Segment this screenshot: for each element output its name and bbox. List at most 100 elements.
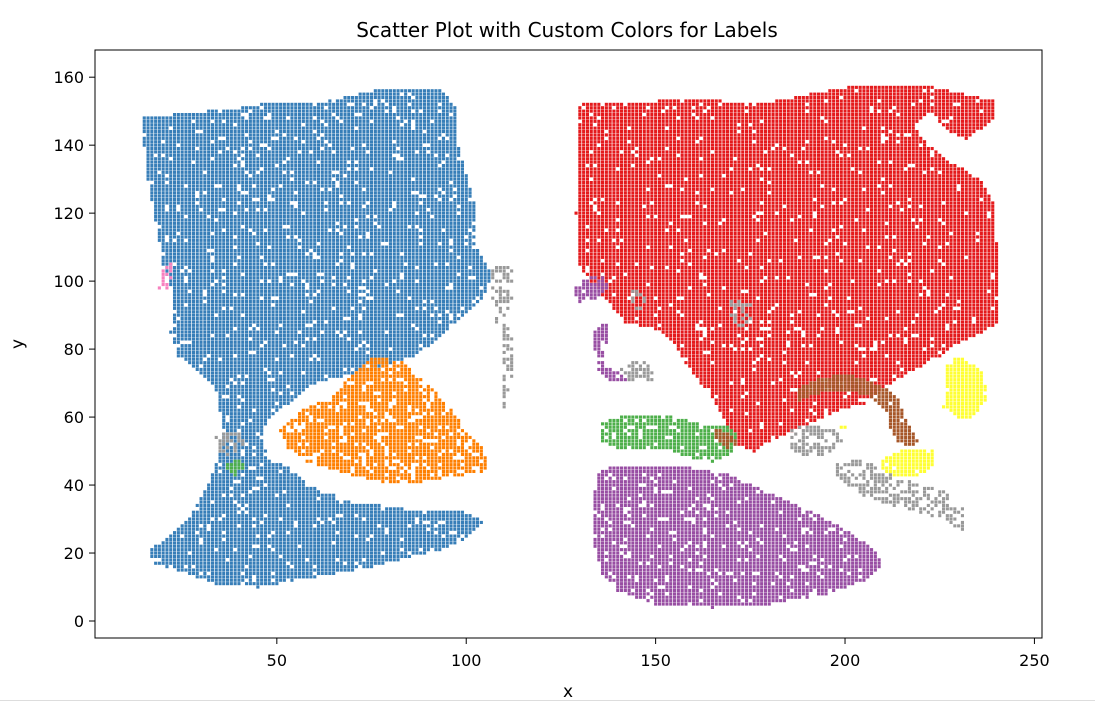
data-point	[237, 507, 241, 511]
data-point	[256, 565, 260, 569]
data-point	[199, 160, 203, 164]
data-point	[252, 225, 256, 229]
data-point	[267, 249, 271, 253]
data-point	[263, 238, 267, 242]
data-point	[245, 361, 249, 365]
data-point	[226, 374, 230, 378]
data-point	[286, 344, 290, 348]
data-point	[226, 459, 230, 463]
data-point	[305, 228, 309, 232]
data-point	[298, 364, 302, 368]
data-point	[313, 147, 317, 151]
data-point	[218, 493, 222, 497]
data-point	[301, 286, 305, 290]
data-point	[233, 252, 237, 256]
data-point	[248, 548, 252, 552]
data-point	[245, 337, 249, 341]
data-point	[309, 354, 313, 358]
data-point	[207, 347, 211, 351]
data-point	[222, 459, 226, 463]
data-point	[290, 296, 294, 300]
data-point	[226, 327, 230, 331]
data-point	[294, 130, 298, 134]
data-point	[229, 517, 233, 521]
data-point	[286, 337, 290, 341]
data-point	[214, 276, 218, 280]
data-point	[233, 320, 237, 324]
data-point	[142, 116, 146, 120]
data-point	[237, 558, 241, 562]
data-point	[305, 167, 309, 171]
data-point	[191, 323, 195, 327]
data-point	[248, 330, 252, 334]
data-point	[294, 184, 298, 188]
data-point	[241, 510, 245, 514]
data-point	[279, 548, 283, 552]
data-point	[286, 113, 290, 117]
data-point	[252, 565, 256, 569]
data-point	[316, 354, 320, 358]
data-point	[169, 537, 173, 541]
data-point	[218, 160, 222, 164]
data-point	[161, 130, 165, 134]
data-point	[248, 286, 252, 290]
data-point	[218, 153, 222, 157]
data-point	[332, 303, 336, 307]
data-point	[218, 323, 222, 327]
data-point	[173, 184, 177, 188]
data-point	[195, 252, 199, 256]
data-point	[256, 228, 260, 232]
data-point	[237, 191, 241, 195]
data-point	[279, 327, 283, 331]
data-point	[290, 347, 294, 351]
data-point	[199, 575, 203, 579]
data-point	[169, 194, 173, 198]
data-point	[286, 133, 290, 137]
data-point	[245, 350, 249, 354]
data-point	[203, 249, 207, 253]
data-point	[332, 198, 336, 202]
data-point	[301, 143, 305, 147]
data-point	[290, 334, 294, 338]
data-point	[203, 269, 207, 273]
data-point	[275, 463, 279, 467]
data-point	[263, 164, 267, 168]
data-point	[237, 334, 241, 338]
data-point	[275, 507, 279, 511]
data-point	[199, 153, 203, 157]
data-point	[324, 334, 328, 338]
data-point	[191, 558, 195, 562]
data-point	[169, 174, 173, 178]
data-point	[252, 374, 256, 378]
data-point	[222, 503, 226, 507]
data-point	[271, 412, 275, 416]
data-point	[271, 177, 275, 181]
data-point	[188, 571, 192, 575]
data-point	[313, 554, 317, 558]
data-point	[210, 160, 214, 164]
data-point	[248, 480, 252, 484]
data-point	[245, 289, 249, 293]
data-point	[328, 320, 332, 324]
data-point	[195, 537, 199, 541]
data-point	[256, 429, 260, 433]
data-point	[256, 425, 260, 429]
data-point	[316, 194, 320, 198]
data-point	[218, 249, 222, 253]
data-point	[154, 554, 158, 558]
data-point	[309, 252, 313, 256]
data-point	[290, 361, 294, 365]
data-point	[324, 221, 328, 225]
data-point	[173, 266, 177, 270]
data-point	[180, 320, 184, 324]
data-point	[324, 276, 328, 280]
data-point	[263, 157, 267, 161]
data-point	[218, 408, 222, 412]
data-point	[191, 211, 195, 215]
data-point	[267, 306, 271, 310]
data-point	[184, 218, 188, 222]
data-point	[233, 242, 237, 246]
data-point	[165, 201, 169, 205]
data-point	[320, 269, 324, 273]
